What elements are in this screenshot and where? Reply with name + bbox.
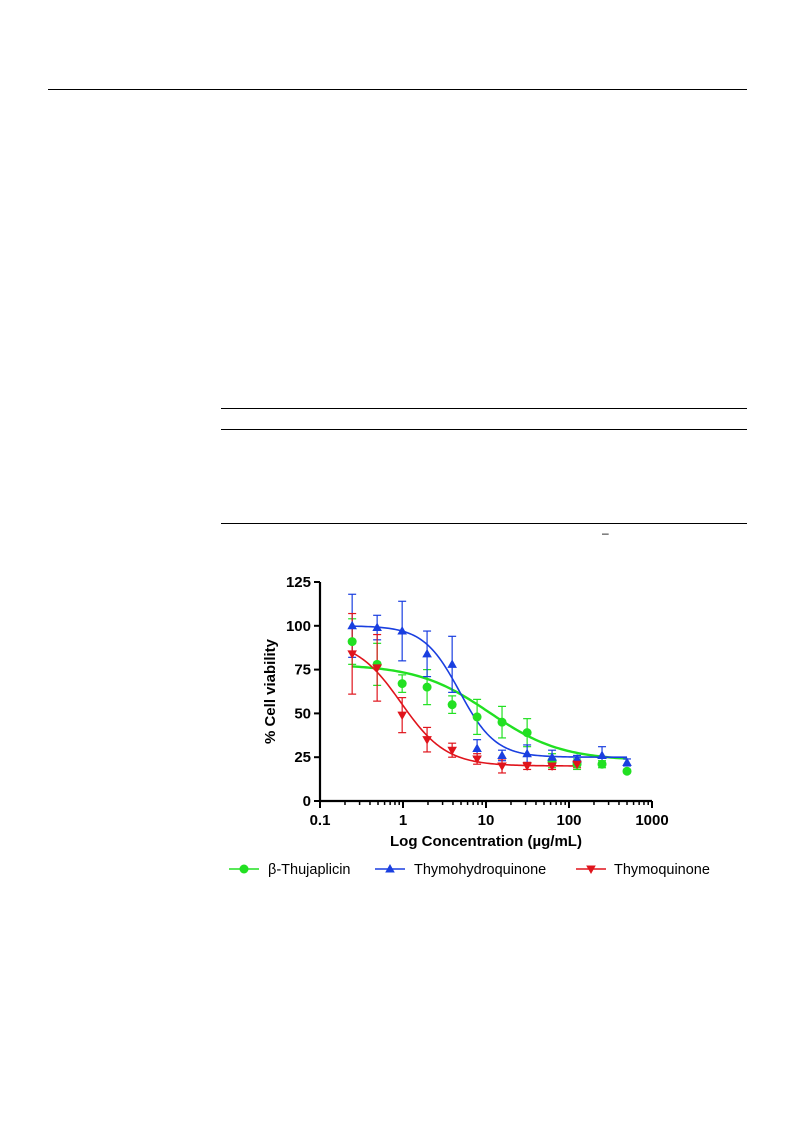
data-point-1 [447, 659, 457, 668]
data-point-2 [547, 762, 557, 771]
y-tick-label: 75 [294, 662, 311, 679]
data-point-2 [522, 762, 532, 771]
data-point-1 [547, 752, 557, 761]
data-point-1 [622, 757, 632, 766]
legend-label-2: Thymoquinone [614, 862, 710, 878]
error-bars [348, 593, 632, 774]
x-tick-label: 1 [399, 812, 407, 829]
data-point-1 [497, 750, 507, 759]
data-point-0 [347, 637, 357, 647]
x-axis-title: Log Concentration (µg/mL) [390, 833, 582, 850]
fit-curve-2 [351, 651, 578, 767]
data-point-2 [347, 650, 357, 659]
data-points [347, 620, 632, 776]
y-tick-label: 125 [286, 574, 311, 591]
data-point-1 [472, 743, 482, 752]
y-tick-label: 0 [303, 793, 311, 810]
data-point-1 [347, 620, 357, 630]
data-point-2 [572, 760, 582, 770]
data-point-1 [397, 626, 407, 635]
data-point-0 [597, 759, 607, 769]
data-point-0 [447, 700, 457, 710]
y-tick-label: 100 [286, 618, 311, 635]
legend: β-Thujaplicin Thymohydroquinone Thymoquino… [229, 862, 710, 878]
data-point-2 [372, 664, 382, 673]
data-point-2 [422, 736, 432, 745]
header-rule [48, 89, 747, 90]
y-tick-label: 25 [294, 749, 311, 766]
fit-curve-1 [352, 625, 628, 758]
axes: 0 25 50 75 100 125 0.1 1 10 100 1000 [286, 574, 669, 829]
legend-label-0: β-Thujaplicin [268, 862, 350, 878]
x-tick-label: 100 [556, 812, 581, 829]
data-point-1 [522, 748, 532, 758]
data-point-1 [372, 622, 382, 632]
data-point-0 [422, 682, 432, 692]
fit-curves [351, 625, 628, 767]
data-point-2 [447, 746, 457, 756]
data-point-1 [422, 648, 432, 658]
data-point-2 [472, 755, 482, 764]
data-point-1 [597, 750, 607, 759]
data-point-0 [497, 717, 507, 727]
x-tick-label: 0.1 [310, 812, 331, 829]
y-axis-title: % Cell viability [262, 638, 279, 744]
data-point-0 [522, 728, 532, 738]
data-point-2 [497, 762, 507, 771]
data-point-1 [572, 753, 582, 763]
table-top-rule [221, 408, 747, 409]
data-point-0 [397, 679, 407, 689]
legend-marker-0 [239, 864, 249, 874]
x-tick-label: 10 [478, 812, 495, 829]
data-point-0 [472, 712, 482, 722]
small-dash-mark: – [602, 526, 609, 540]
table-header-rule [221, 429, 747, 430]
legend-marker-1 [385, 864, 395, 873]
data-point-0 [622, 766, 632, 776]
legend-marker-2 [586, 865, 596, 874]
data-point-2 [397, 711, 407, 721]
table-bottom-rule [221, 523, 747, 524]
legend-label-1: Thymohydroquinone [414, 862, 546, 878]
y-tick-label: 50 [294, 705, 311, 722]
fit-curve-0 [352, 665, 628, 760]
x-tick-label: 1000 [635, 812, 668, 829]
